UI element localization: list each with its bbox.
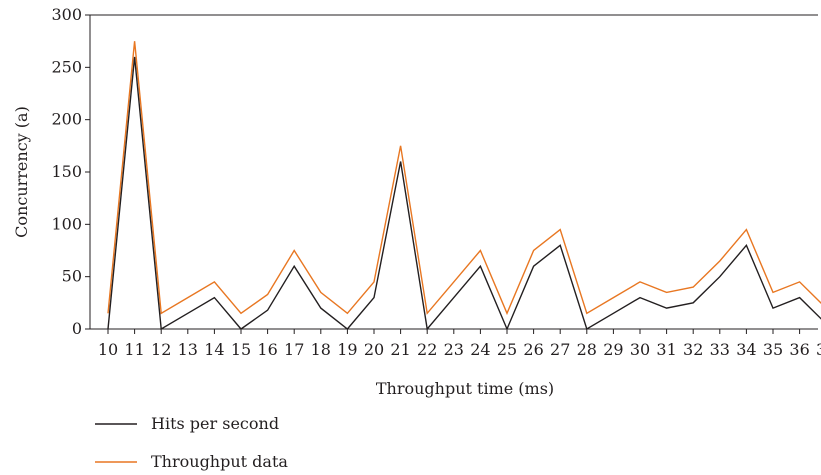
x-tick-label: 35	[763, 340, 783, 359]
x-tick-label: 17	[284, 340, 304, 359]
x-tick-label: 27	[550, 340, 570, 359]
x-tick-label: 15	[231, 340, 251, 359]
y-tick-label: 250	[51, 57, 82, 76]
x-tick-label: 19	[337, 340, 357, 359]
y-axis-title: Concurrency (a)	[12, 106, 31, 238]
x-tick-label: 31	[656, 340, 676, 359]
x-tick-label: 12	[151, 340, 171, 359]
series-line-hits-per-second	[107, 56, 821, 331]
series-line-throughput-data	[107, 41, 821, 316]
x-tick-label: 33	[710, 340, 730, 359]
y-tick-label: 50	[62, 267, 82, 286]
y-tick-label: 150	[51, 162, 82, 181]
x-axis-ticks: 10 11 12 13 14 15 16 17 18 19 20 21 22 23 24 25 26 27 28 29…	[98, 329, 821, 359]
series-layer	[107, 41, 821, 331]
y-tick-label: 0	[72, 319, 82, 338]
x-tick-label: 29	[603, 340, 623, 359]
legend-label: Hits per second	[151, 414, 279, 433]
x-tick-label: 11	[124, 340, 144, 359]
x-tick-label: 21	[390, 340, 410, 359]
x-tick-label: 14	[204, 340, 224, 359]
x-tick-label: 24	[470, 340, 490, 359]
y-axis-ticks: 0 50 100 150 200 250 300	[51, 5, 90, 338]
x-tick-label: 23	[444, 340, 464, 359]
x-tick-label: 25	[497, 340, 517, 359]
x-tick-label: 30	[630, 340, 650, 359]
x-tick-label: 10	[98, 340, 118, 359]
x-tick-label: 26	[523, 340, 543, 359]
x-tick-label: 34	[736, 340, 756, 359]
y-tick-label: 300	[51, 5, 82, 24]
x-tick-label: 32	[683, 340, 703, 359]
legend: Hits per second Throughput data	[95, 414, 288, 471]
y-tick-label: 200	[51, 110, 82, 129]
x-tick-label: 37	[816, 340, 821, 359]
x-tick-label: 28	[577, 340, 597, 359]
x-tick-label: 22	[417, 340, 437, 359]
legend-label: Throughput data	[151, 452, 288, 471]
x-tick-label: 20	[364, 340, 384, 359]
x-axis-title: Throughput time (ms)	[376, 379, 554, 398]
x-tick-label: 13	[178, 340, 198, 359]
y-tick-label: 100	[51, 214, 82, 233]
x-tick-label: 36	[789, 340, 809, 359]
x-tick-label: 18	[311, 340, 331, 359]
x-tick-label: 16	[257, 340, 277, 359]
